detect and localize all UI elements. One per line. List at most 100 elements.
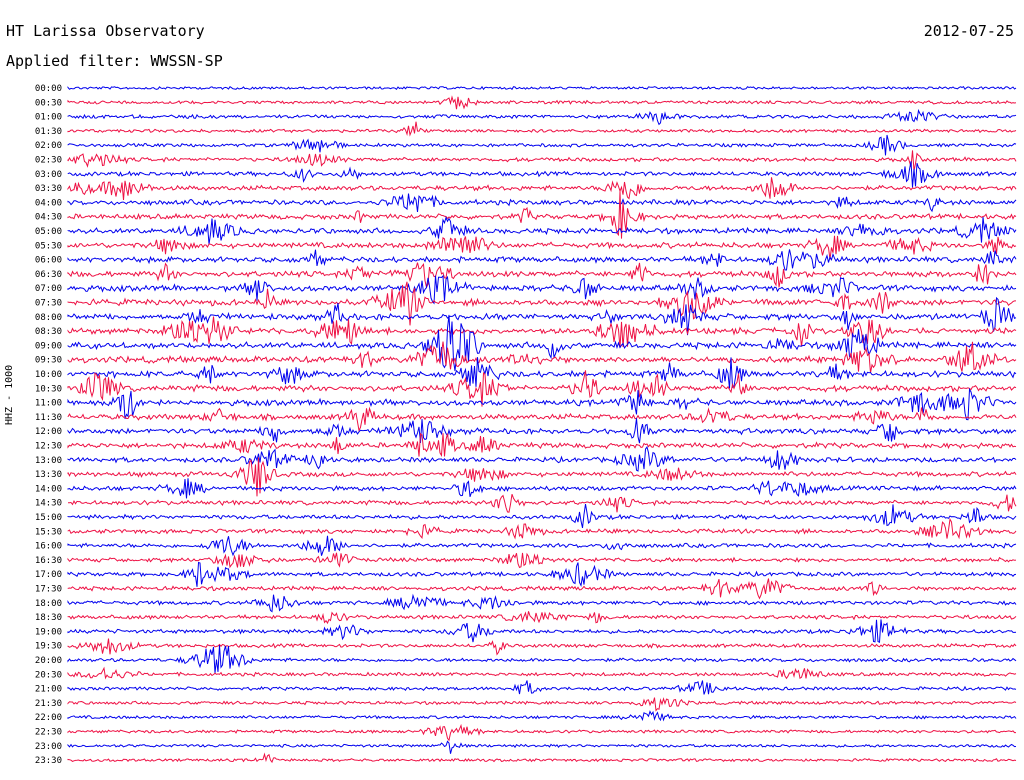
trace-line-32 (67, 535, 1017, 557)
tick-label-6: 03:00 (35, 170, 62, 180)
tick-label-25: 12:30 (35, 442, 62, 452)
tick-label-30: 15:00 (35, 513, 62, 523)
tick-label-7: 03:30 (35, 184, 62, 194)
tick-label-10: 05:00 (35, 227, 62, 237)
tick-label-8: 04:00 (35, 198, 62, 208)
tick-label-21: 10:30 (35, 384, 62, 394)
trace-line-36 (67, 593, 1017, 613)
trace-line-0 (67, 85, 1017, 91)
tick-label-4: 02:00 (35, 141, 62, 151)
trace-line-39 (67, 638, 1017, 656)
trace-line-42 (67, 680, 1017, 695)
trace-line-25 (67, 432, 1017, 458)
trace-line-18 (67, 314, 1017, 372)
trace-line-31 (67, 517, 1017, 540)
tick-labels: 00:00 00:30 01:00 01:30 02:00 02:30 03:00 03:30… (35, 84, 62, 766)
trace-line-11 (67, 235, 1017, 260)
trace-line-1 (67, 95, 1017, 110)
tick-label-33: 16:30 (35, 556, 62, 566)
trace-line-38 (67, 619, 1017, 643)
tick-label-31: 15:30 (35, 527, 62, 537)
tick-label-0: 00:00 (35, 84, 62, 94)
tick-label-32: 16:00 (35, 542, 62, 552)
tick-label-3: 01:30 (35, 127, 62, 137)
tick-label-27: 13:30 (35, 470, 62, 480)
tick-label-18: 09:00 (35, 341, 62, 351)
trace-line-7 (67, 177, 1017, 201)
tick-label-45: 22:30 (35, 728, 62, 738)
trace-line-22 (67, 387, 1017, 421)
trace-line-21 (67, 370, 1017, 407)
tick-label-9: 04:30 (35, 213, 62, 223)
tick-label-35: 17:30 (35, 585, 62, 595)
tick-label-22: 11:00 (35, 399, 62, 409)
tick-label-40: 20:00 (35, 656, 62, 666)
trace-line-23 (67, 406, 1017, 433)
tick-label-13: 06:30 (35, 270, 62, 280)
tick-label-41: 20:30 (35, 670, 62, 680)
trace-line-47 (67, 752, 1017, 764)
trace-line-8 (67, 193, 1017, 213)
tick-label-15: 07:30 (35, 299, 62, 309)
tick-label-38: 19:00 (35, 627, 62, 637)
tick-label-26: 13:00 (35, 456, 62, 466)
trace-line-13 (67, 262, 1017, 289)
trace-line-41 (67, 666, 1017, 680)
trace-line-24 (67, 418, 1017, 444)
trace-line-12 (67, 249, 1017, 271)
tick-label-37: 18:30 (35, 613, 62, 623)
trace-line-3 (67, 121, 1017, 137)
trace-line-14 (67, 274, 1017, 305)
tick-label-16: 08:00 (35, 313, 62, 323)
trace-line-27 (67, 457, 1017, 497)
trace-line-26 (67, 445, 1017, 472)
trace-line-40 (67, 645, 1017, 674)
tick-label-11: 05:30 (35, 241, 62, 251)
trace-line-15 (67, 281, 1016, 326)
tick-label-39: 19:30 (35, 642, 62, 652)
tick-label-42: 21:00 (35, 685, 62, 695)
page-title: HT Larissa Observatory (6, 22, 205, 40)
trace-line-4 (67, 134, 1017, 156)
trace-line-30 (67, 504, 1017, 529)
tick-label-19: 09:30 (35, 356, 62, 366)
filter-label: Applied filter: WWSSN-SP (6, 52, 223, 70)
tick-label-34: 17:00 (35, 570, 62, 580)
tick-label-47: 23:30 (35, 756, 62, 766)
trace-line-19 (67, 341, 1017, 373)
trace-line-29 (68, 494, 1017, 513)
tick-label-43: 21:30 (35, 699, 62, 709)
trace-line-16 (67, 296, 1017, 336)
trace-line-5 (67, 150, 1017, 171)
seismic-traces (67, 85, 1017, 764)
tick-label-2: 01:00 (35, 113, 62, 123)
tick-label-46: 23:00 (35, 742, 62, 752)
tick-label-1: 00:30 (35, 98, 62, 108)
tick-label-14: 07:00 (35, 284, 62, 294)
tick-label-23: 11:30 (35, 413, 62, 423)
trace-line-10 (67, 215, 1017, 245)
tick-label-44: 22:00 (35, 713, 62, 723)
trace-line-43 (67, 697, 1017, 712)
tick-label-28: 14:00 (35, 484, 62, 494)
trace-line-34 (67, 561, 1017, 587)
trace-line-6 (67, 161, 1017, 188)
tick-label-17: 08:30 (35, 327, 62, 337)
tick-label-24: 12:00 (35, 427, 62, 437)
trace-line-35 (67, 578, 1017, 600)
tick-label-12: 06:00 (35, 256, 62, 266)
tick-label-20: 10:00 (35, 370, 62, 380)
tick-label-36: 18:00 (35, 599, 62, 609)
tick-label-29: 14:30 (35, 499, 62, 509)
trace-line-37 (67, 611, 1017, 625)
trace-line-2 (67, 108, 1017, 126)
trace-line-28 (67, 478, 1017, 499)
date-label: 2012-07-25 (923, 22, 1014, 40)
trace-line-20 (67, 357, 1017, 389)
tick-label-5: 02:30 (35, 156, 62, 166)
trace-line-46 (67, 740, 1017, 754)
trace-line-45 (67, 723, 1016, 742)
trace-line-17 (67, 316, 1017, 348)
trace-line-33 (67, 552, 1017, 569)
